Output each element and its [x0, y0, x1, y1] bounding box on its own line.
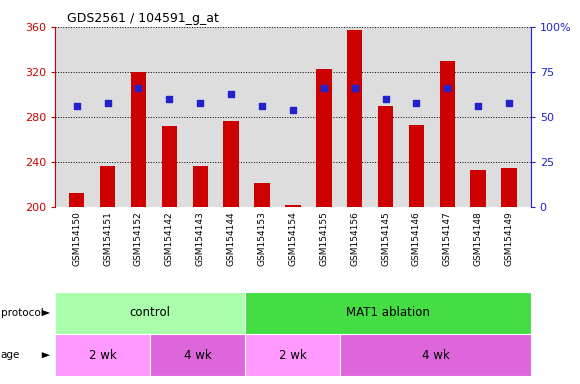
- Bar: [162, 126, 177, 207]
- Text: GSM154143: GSM154143: [196, 212, 205, 266]
- Bar: [378, 106, 393, 207]
- Bar: [193, 166, 208, 207]
- Bar: [285, 205, 300, 207]
- Text: GSM154150: GSM154150: [72, 212, 81, 266]
- Bar: [347, 30, 362, 207]
- Text: GSM154142: GSM154142: [165, 212, 174, 266]
- Text: GSM154152: GSM154152: [134, 212, 143, 266]
- Text: 4 wk: 4 wk: [184, 349, 212, 362]
- Bar: [55, 334, 150, 376]
- Point: [134, 85, 143, 91]
- Text: age: age: [1, 350, 20, 360]
- Bar: [409, 125, 424, 207]
- Text: protocol: protocol: [1, 308, 43, 318]
- Bar: [69, 193, 85, 207]
- Text: GSM154145: GSM154145: [381, 212, 390, 266]
- Text: GSM154149: GSM154149: [505, 212, 513, 266]
- Point: [443, 85, 452, 91]
- Text: 2 wk: 2 wk: [279, 349, 307, 362]
- Text: 4 wk: 4 wk: [422, 349, 450, 362]
- Text: GSM154153: GSM154153: [258, 212, 267, 266]
- Text: GSM154151: GSM154151: [103, 212, 112, 266]
- Text: GSM154147: GSM154147: [443, 212, 452, 266]
- Point: [381, 96, 390, 102]
- Bar: [100, 166, 115, 207]
- Bar: [223, 121, 239, 207]
- Text: GSM154155: GSM154155: [319, 212, 328, 266]
- Text: 2 wk: 2 wk: [89, 349, 117, 362]
- Text: control: control: [130, 306, 171, 319]
- Point: [227, 91, 236, 97]
- Text: GSM154144: GSM154144: [227, 212, 235, 266]
- Point: [195, 99, 205, 106]
- Bar: [501, 168, 517, 207]
- Bar: [150, 334, 245, 376]
- Point: [505, 99, 514, 106]
- Point: [103, 99, 113, 106]
- Point: [258, 103, 267, 109]
- Point: [319, 85, 328, 91]
- Point: [412, 99, 421, 106]
- Bar: [55, 292, 245, 334]
- Point: [350, 85, 359, 91]
- Text: GSM154148: GSM154148: [474, 212, 483, 266]
- Bar: [316, 69, 332, 207]
- Point: [72, 103, 81, 109]
- Bar: [340, 334, 531, 376]
- Point: [473, 103, 483, 109]
- Bar: [470, 170, 486, 207]
- Text: GDS2561 / 104591_g_at: GDS2561 / 104591_g_at: [67, 12, 219, 25]
- Bar: [245, 292, 531, 334]
- Text: GSM154146: GSM154146: [412, 212, 421, 266]
- Text: MAT1 ablation: MAT1 ablation: [346, 306, 430, 319]
- Bar: [254, 182, 270, 207]
- Point: [165, 96, 174, 102]
- Bar: [130, 72, 146, 207]
- Text: GSM154156: GSM154156: [350, 212, 359, 266]
- Text: GSM154154: GSM154154: [288, 212, 298, 266]
- Bar: [245, 334, 340, 376]
- Bar: [440, 61, 455, 207]
- Point: [288, 107, 298, 113]
